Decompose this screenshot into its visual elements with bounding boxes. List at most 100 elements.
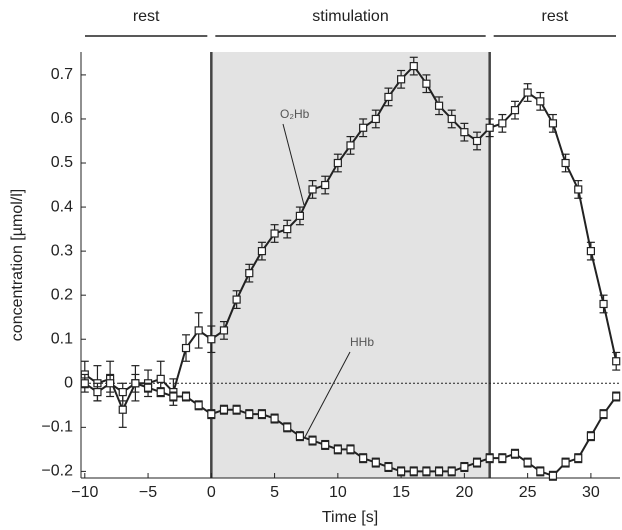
y-tick-label: 0.3 (51, 242, 73, 259)
marker (498, 119, 507, 128)
marker (409, 61, 418, 71)
y-axis-title: concentration [µmol/l] (9, 189, 26, 341)
marker (93, 387, 102, 397)
marker (257, 410, 267, 419)
marker (472, 458, 482, 467)
marker (612, 357, 621, 366)
marker (422, 79, 431, 88)
stimulation-shade (211, 52, 490, 478)
period-label: rest (542, 8, 569, 25)
marker (131, 379, 140, 388)
marker (143, 383, 153, 392)
marker (510, 449, 520, 458)
period-label: rest (133, 8, 160, 25)
y-tick-label: 0.5 (51, 154, 73, 171)
marker (599, 299, 608, 309)
marker (498, 454, 507, 463)
marker (447, 467, 456, 476)
marker (207, 335, 216, 344)
series-annotation: O₂Hb (280, 107, 310, 121)
marker (548, 119, 558, 128)
marker (270, 414, 279, 423)
marker (118, 387, 127, 397)
x-tick-label: 5 (270, 484, 279, 501)
marker (561, 158, 570, 168)
marker (232, 405, 241, 414)
annotation-pointer (304, 351, 351, 438)
marker (397, 75, 406, 84)
x-tick-label: −10 (71, 484, 98, 501)
marker (219, 326, 229, 335)
y-tick-label: 0.6 (51, 110, 73, 127)
marker (118, 405, 127, 414)
marker (586, 247, 595, 256)
marker (384, 462, 393, 472)
y-tick-label: −0.2 (41, 463, 73, 480)
marker (308, 436, 317, 445)
marker (548, 471, 558, 480)
marker (156, 387, 165, 397)
marker (485, 454, 494, 463)
marker (156, 374, 165, 383)
y-tick-label: 0.4 (51, 198, 73, 215)
y-tick-label: 0.7 (51, 66, 73, 83)
marker (422, 467, 431, 476)
marker (397, 467, 406, 476)
marker (523, 88, 532, 97)
marker (434, 101, 444, 110)
marker (80, 379, 89, 388)
marker (270, 229, 279, 238)
marker (283, 423, 292, 432)
marker (219, 405, 229, 414)
y-tick-label: 0 (64, 375, 73, 392)
x-tick-label: 15 (392, 484, 410, 501)
period-label: stimulation (312, 8, 388, 25)
marker (561, 458, 570, 467)
y-tick-label: 0.2 (51, 286, 73, 303)
marker (232, 295, 241, 304)
marker (308, 185, 317, 194)
x-axis-title: Time [s] (322, 509, 378, 526)
marker (371, 458, 380, 467)
marker (295, 211, 304, 220)
marker (523, 458, 532, 467)
series-annotation: HHb (350, 335, 374, 349)
x-tick-label: −5 (139, 484, 157, 501)
marker (245, 410, 254, 419)
marker (257, 247, 267, 256)
marker (460, 462, 469, 472)
marker (599, 410, 608, 419)
marker (472, 136, 482, 146)
x-tick-label: 10 (329, 484, 347, 501)
marker (536, 467, 545, 476)
y-tick-label: −0.1 (41, 419, 73, 436)
x-tick-label: 30 (582, 484, 600, 501)
marker (169, 392, 178, 401)
marker (283, 224, 292, 234)
marker (333, 445, 342, 454)
y-tick-label: 0.1 (51, 330, 73, 347)
marker (194, 401, 203, 410)
marker (295, 432, 304, 441)
marker (586, 432, 595, 441)
marker (574, 185, 583, 194)
marker (510, 106, 520, 115)
marker (371, 114, 380, 124)
marker (106, 379, 115, 388)
marker (434, 467, 444, 476)
marker (346, 141, 355, 150)
annotation-pointer (282, 123, 305, 206)
marker (333, 158, 342, 168)
marker (460, 128, 469, 137)
x-tick-label: 20 (455, 484, 473, 501)
marker (321, 440, 330, 450)
marker (536, 97, 545, 106)
marker (409, 467, 418, 476)
marker (194, 326, 203, 335)
marker (359, 123, 368, 132)
marker (485, 123, 494, 132)
x-tick-label: 25 (519, 484, 537, 501)
marker (181, 343, 191, 353)
marker (612, 392, 621, 401)
